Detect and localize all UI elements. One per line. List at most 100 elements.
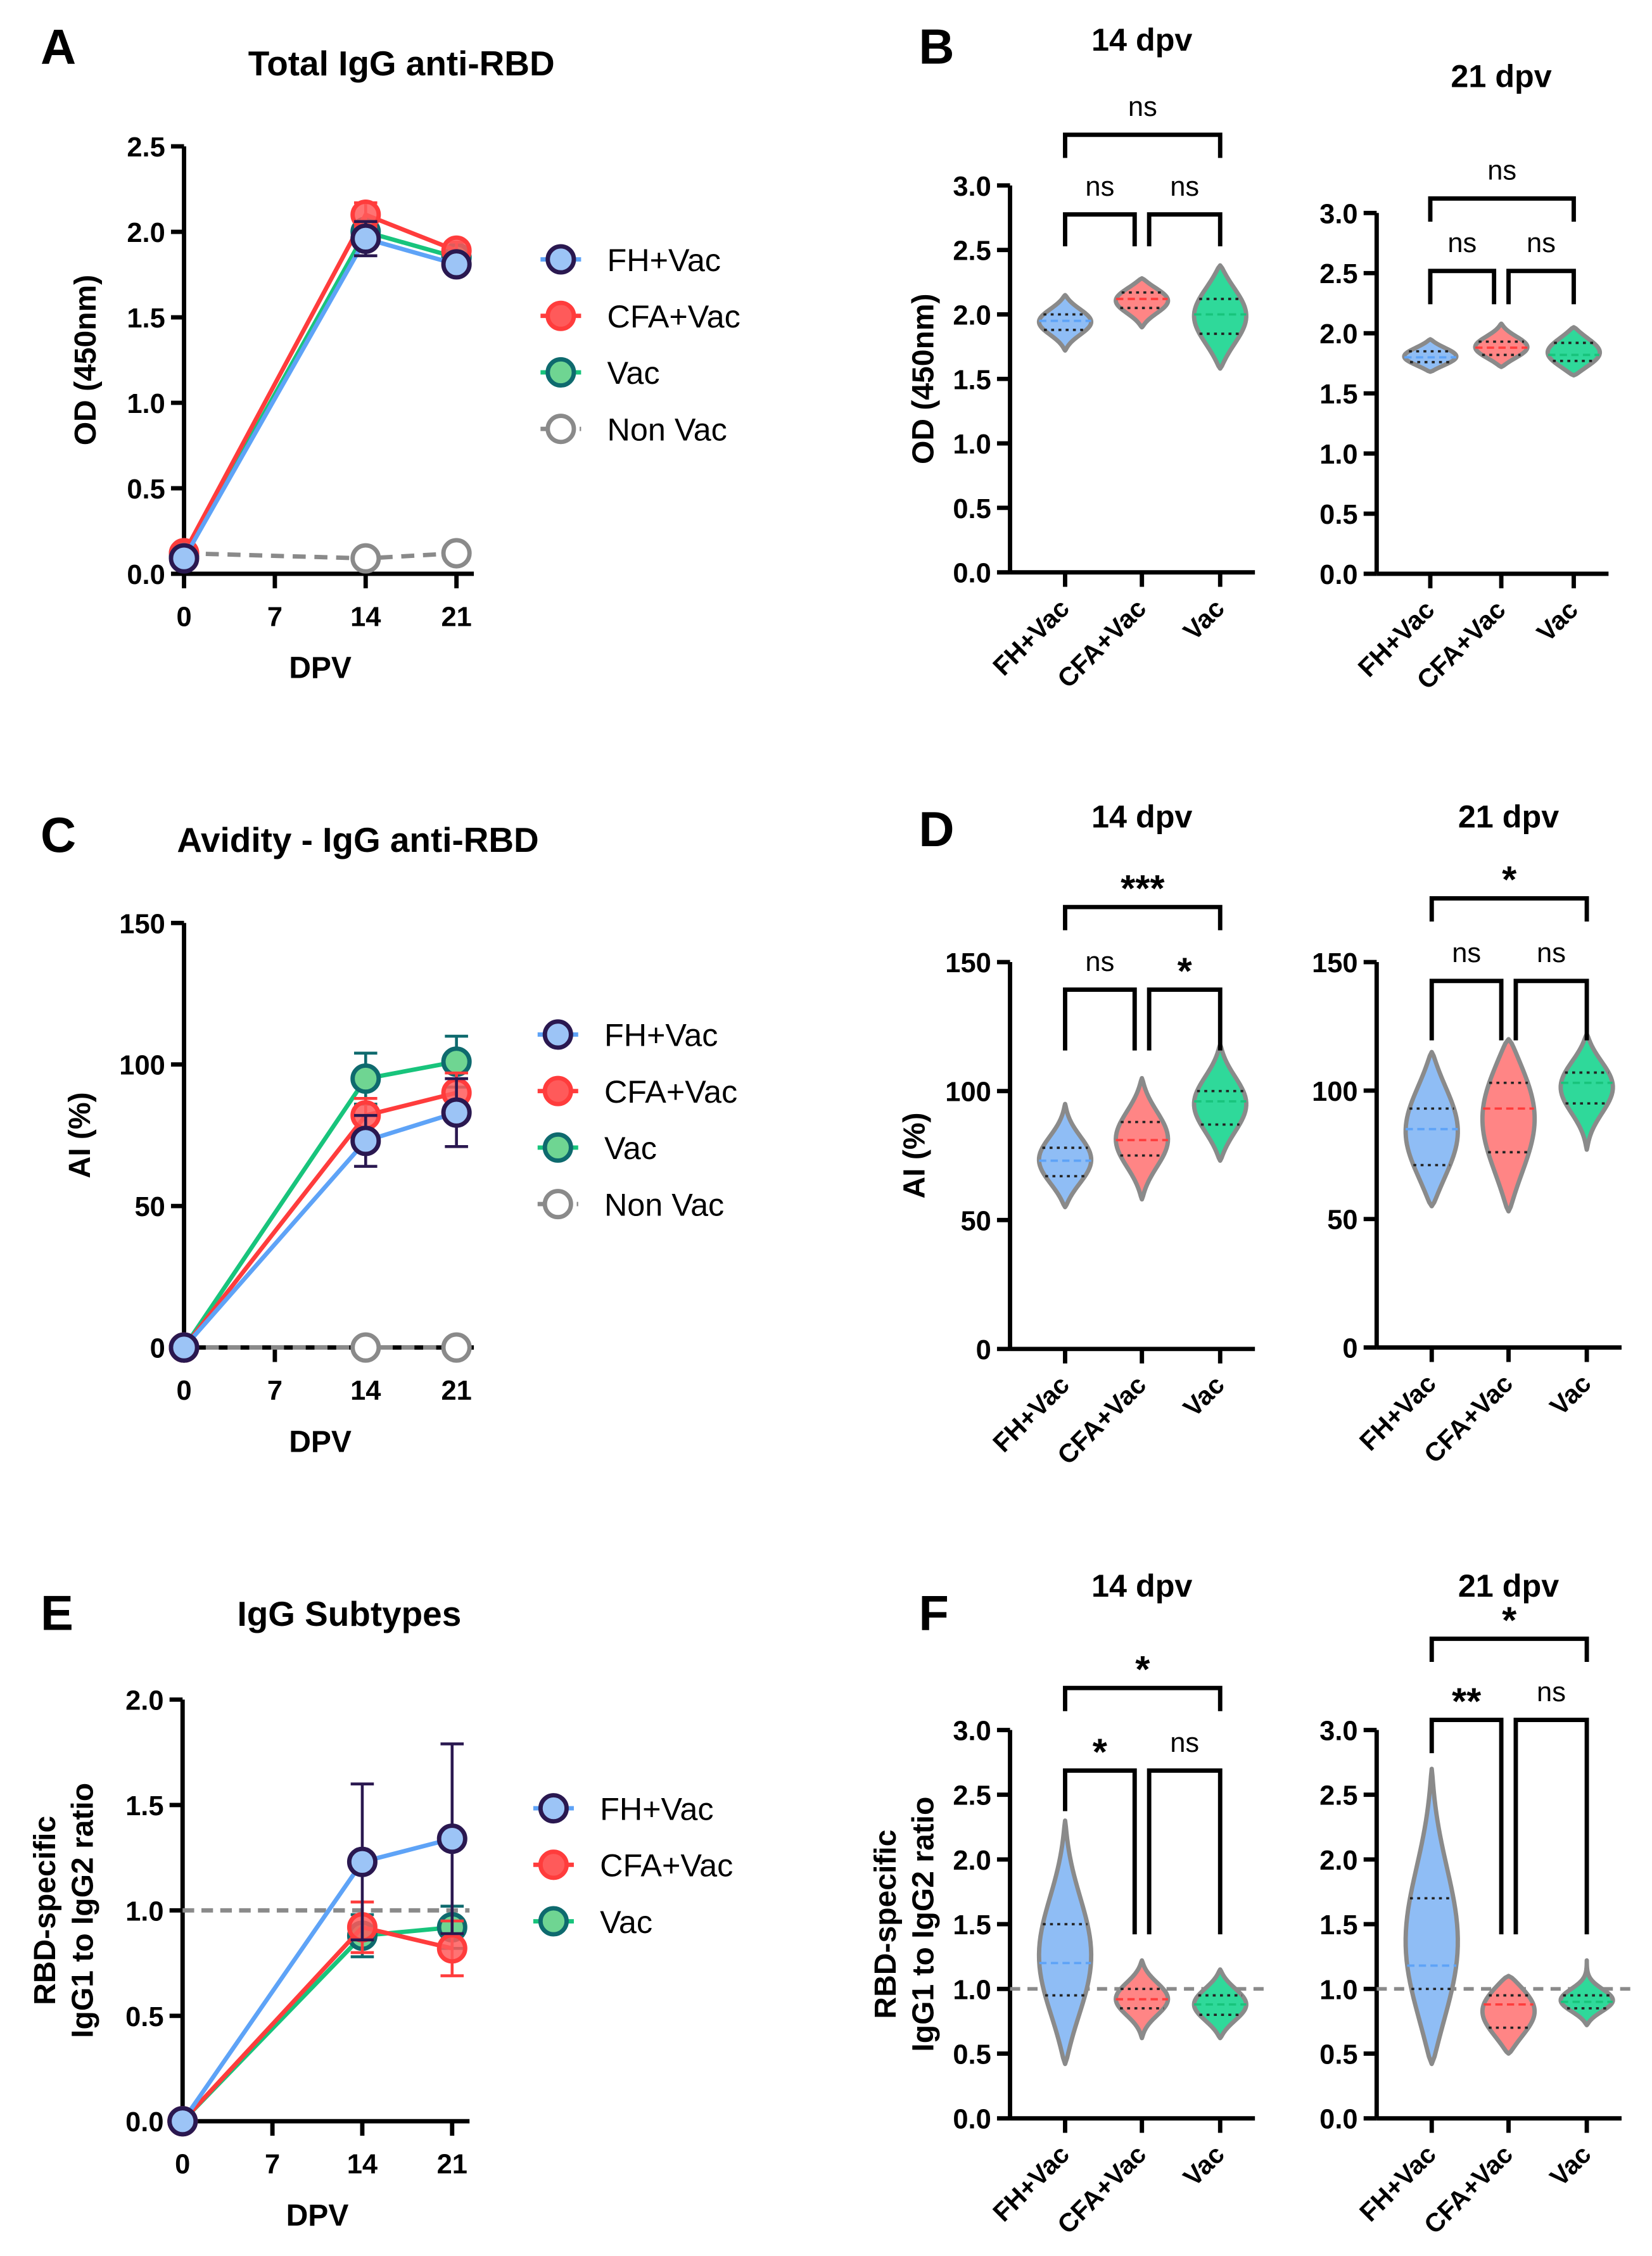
chart-title: 21 dpv (1458, 798, 1559, 834)
violin-body (1036, 1818, 1094, 2067)
x-tick-label: 14 (350, 1376, 381, 1406)
y-tick-label: 2.0 (953, 1846, 991, 1876)
y-tick-label: 1.5 (125, 1791, 163, 1822)
data-point (436, 1823, 467, 1854)
series-line (182, 212, 457, 555)
y-tick-label: 3.0 (1319, 1716, 1357, 1747)
significance-bracket: ns (1506, 228, 1576, 305)
significance-bracket: ns (1428, 156, 1576, 222)
violin-body (1402, 337, 1459, 374)
y-tick-label: 0.5 (1319, 2039, 1357, 2070)
y-tick-label: 150 (119, 909, 165, 939)
bracket-line (1513, 1718, 1589, 1935)
x-tick-label: 7 (267, 602, 283, 632)
violin-body (1473, 321, 1530, 369)
legend-item: Vac (533, 1904, 652, 1940)
data-point (441, 1046, 472, 1077)
legend-marker (542, 1075, 573, 1106)
bracket-line (1063, 132, 1223, 158)
violin-cfa-vac (1114, 1958, 1171, 2041)
significance-label: ns (1170, 172, 1199, 202)
data-point (436, 1933, 467, 1964)
violin-vac (1191, 1042, 1249, 1163)
y-tick-label: 2.5 (953, 236, 991, 267)
x-tick-label: Vac (1178, 1370, 1230, 1423)
y-tick-label: 1.0 (1319, 440, 1357, 470)
significance-label: ns (1452, 938, 1481, 968)
significance-label: *** (1121, 867, 1165, 909)
bracket-line (1063, 1768, 1137, 1935)
series-fh-vac (168, 1077, 472, 1363)
violin-fh-vac (1403, 1049, 1460, 1208)
legend-marker (542, 1132, 573, 1163)
significance-label: ns (1537, 1677, 1566, 1708)
series-line (182, 1091, 457, 1349)
y-tick-label: 1.5 (1319, 1910, 1357, 1941)
chart-title: 21 dpv (1451, 58, 1551, 94)
y-tick-label: 0.5 (953, 2039, 991, 2070)
y-tick-label: 0 (150, 1334, 165, 1364)
series-line (182, 229, 457, 558)
legend-marker (545, 244, 576, 275)
violin-vac (1545, 325, 1603, 378)
bracket-line (1063, 904, 1223, 930)
y-tick-label: 1.0 (1319, 1975, 1357, 2005)
bracket-line (1429, 896, 1589, 922)
y-tick-label: 2.0 (125, 1686, 163, 1716)
significance-label: ns (1537, 938, 1566, 968)
series-fh-vac (168, 220, 472, 574)
data-point (346, 1846, 378, 1877)
x-tick-label: Vac (1544, 1369, 1597, 1421)
y-tick-label: 2.0 (1319, 319, 1357, 350)
violin-fh-vac (1036, 293, 1094, 353)
significance-label: ** (1452, 1680, 1482, 1722)
y-tick-label: 0.5 (125, 2002, 163, 2032)
y-tick-label: 100 (945, 1077, 991, 1108)
violin-body (1114, 1075, 1171, 1202)
data-point (350, 223, 381, 254)
series-non-vac (168, 538, 472, 574)
violin-vac (1558, 1958, 1615, 2027)
x-tick-label: Vac (1178, 593, 1230, 646)
significance-bracket: ns (1147, 1728, 1223, 1935)
panel-letter: C (41, 808, 76, 863)
legend-label: Vac (607, 355, 660, 391)
violin-body (1558, 1958, 1615, 2027)
y-tick-label: 3.0 (953, 172, 991, 202)
significance-label: ns (1128, 92, 1157, 122)
legend-label: FH+Vac (604, 1017, 718, 1053)
y-tick-label: 100 (1312, 1077, 1358, 1107)
legend-label: FH+Vac (607, 242, 721, 278)
x-axis-label: DPV (289, 1425, 352, 1459)
chart-title: 21 dpv (1458, 1568, 1559, 1604)
violin-cfa-vac (1480, 1037, 1537, 1214)
significance-label: ns (1527, 228, 1556, 258)
y-tick-label: 0 (1342, 1334, 1357, 1364)
chart-title: 14 dpv (1091, 22, 1192, 58)
violin-body (1036, 293, 1094, 353)
chart-title: Avidity - IgG anti-RBD (177, 820, 538, 859)
violin-body (1545, 325, 1603, 378)
bracket-line (1513, 979, 1589, 1041)
bracket-line (1063, 1685, 1223, 1711)
violin-body (1191, 263, 1249, 371)
bracket-line (1063, 212, 1137, 246)
data-point (441, 1097, 472, 1128)
violin-vac (1191, 263, 1249, 371)
y-tick-label: 1.5 (953, 365, 991, 395)
bracket-line (1147, 212, 1223, 246)
legend-marker (538, 1793, 569, 1824)
x-tick-label: 14 (347, 2150, 378, 2180)
violin-body (1480, 1037, 1537, 1214)
series-line (184, 551, 457, 561)
y-tick-label: 0.5 (1319, 500, 1357, 530)
y-tick-label: 0.0 (1319, 2105, 1357, 2135)
legend-marker (545, 357, 576, 388)
series-vac (168, 217, 472, 572)
legend-label: Vac (604, 1130, 657, 1166)
y-tick-label: 150 (1312, 948, 1358, 979)
y-tick-label: 2.5 (1319, 259, 1357, 289)
panel-letter: F (918, 1587, 949, 1641)
y-tick-label: 100 (119, 1051, 165, 1081)
significance-bracket: * (1063, 1648, 1223, 1711)
